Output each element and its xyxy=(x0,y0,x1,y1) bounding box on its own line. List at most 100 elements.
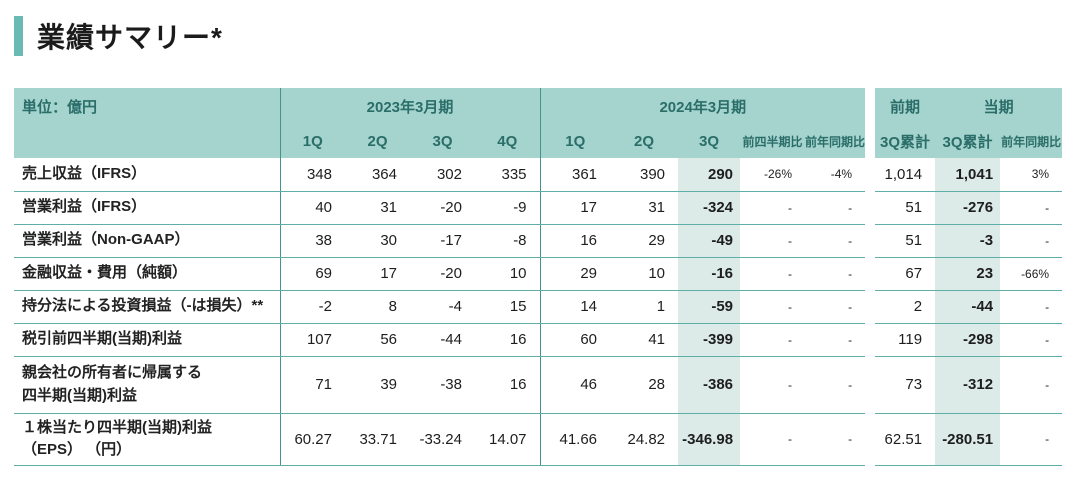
cell-value: -4% xyxy=(805,158,866,192)
col-2023-4q: 4Q xyxy=(475,124,541,158)
column-gap xyxy=(865,290,876,323)
col-qoq: 前四半期比 xyxy=(740,124,806,158)
cell-value: -44 xyxy=(410,323,475,357)
cell-value: - xyxy=(740,356,806,414)
column-gap xyxy=(865,191,876,224)
table-header: 単位：億円 2023年3月期 2024年3月期 前期 当期 1Q 2Q 3Q 4… xyxy=(14,88,1063,158)
cell-value: -4 xyxy=(410,290,475,324)
column-gap xyxy=(865,224,876,257)
col-cur-3q-total: 3Q累計 xyxy=(935,124,1001,158)
cell-value: -20 xyxy=(410,191,475,225)
cell-value: - xyxy=(1000,224,1063,258)
header-year-row: 単位：億円 2023年3月期 2024年3月期 前期 当期 xyxy=(14,88,1063,158)
header-quarter-row: 1Q 2Q 3Q 4Q 1Q 2Q 3Q 前四半期比 前年同期比 3Q累計 3Q… xyxy=(14,124,1063,158)
cell-value: 24.82 xyxy=(610,413,679,466)
cell-value: -312 xyxy=(935,356,1001,414)
cell-value: 348 xyxy=(280,158,345,192)
cell-value: 40 xyxy=(280,191,345,225)
cell-value: - xyxy=(1000,290,1063,324)
cell-value: -33.24 xyxy=(410,413,475,466)
row-label: 税引前四半期(当期)利益 xyxy=(14,323,281,357)
cell-value: 41 xyxy=(610,323,679,357)
cell-value: -324 xyxy=(678,191,741,225)
cell-value: 60.27 xyxy=(280,413,345,466)
cell-value: 1,014 xyxy=(875,158,936,192)
col-2023-1q: 1Q xyxy=(280,124,345,158)
table-row: 持分法による投資損益（-は損失）** -2 8 -4 15 14 1 -59- -2 -44- xyxy=(14,290,1063,324)
cell-value: - xyxy=(1000,323,1063,357)
cell-value: 1,041 xyxy=(935,158,1001,192)
cell-value: 41.66 xyxy=(539,413,611,466)
table-row: 親会社の所有者に帰属する 四半期(当期)利益 71 39 -38 16 46 28 -386- -… xyxy=(14,356,1063,414)
cell-value: - xyxy=(805,257,866,291)
cell-value: 69 xyxy=(280,257,345,291)
header-group-prev: 前期 xyxy=(875,88,936,124)
row-label: 営業利益（IFRS） xyxy=(14,191,281,225)
cell-value: 361 xyxy=(539,158,611,192)
cell-value: -66% xyxy=(1000,257,1063,291)
cell-value: 107 xyxy=(280,323,345,357)
cell-value: 73 xyxy=(875,356,936,414)
cell-value: 17 xyxy=(539,191,611,225)
row-label: １株当たり四半期(当期)利益 （EPS） （円） xyxy=(14,413,281,466)
row-label: 持分法による投資損益（-は損失）** xyxy=(14,290,281,324)
column-gap xyxy=(865,413,876,465)
cell-value: 67 xyxy=(875,257,936,291)
cell-value: -20 xyxy=(410,257,475,291)
cell-value: 56 xyxy=(345,323,410,357)
cell-value: - xyxy=(805,290,866,324)
cell-value: 60 xyxy=(539,323,611,357)
col-2024-1q: 1Q xyxy=(539,124,611,158)
cell-value: - xyxy=(1000,356,1063,414)
cell-value: 3% xyxy=(1000,158,1063,192)
table-row: １株当たり四半期(当期)利益 （EPS） （円） 60.27 33.71 -33.24 1… xyxy=(14,413,1063,466)
row-label: 営業利益（Non-GAAP） xyxy=(14,224,281,258)
cell-value: 71 xyxy=(280,356,345,414)
col-total-yoy: 前年同期比 xyxy=(1000,124,1063,158)
cell-value: 290 xyxy=(678,158,741,192)
cell-value: 62.51 xyxy=(875,413,936,466)
row-label: 親会社の所有者に帰属する 四半期(当期)利益 xyxy=(14,356,281,414)
row-label: 売上収益（IFRS） xyxy=(14,158,281,192)
column-gap xyxy=(865,257,876,290)
header-group-2024: 2024年3月期 xyxy=(539,88,866,124)
cell-value: - xyxy=(740,191,806,225)
cell-value: - xyxy=(1000,191,1063,225)
row-label: 金融収益・費用（純額） xyxy=(14,257,281,291)
table-row: 営業利益（IFRS） 40 31 -20 -9 17 31 -324- -51 -276- xyxy=(14,191,1063,225)
cell-value: - xyxy=(740,257,806,291)
col-2023-3q: 3Q xyxy=(410,124,475,158)
cell-value: -8 xyxy=(475,224,541,258)
page: 業績サマリー* 単位：億円 2023年3月期 2024年3月期 前期 当期 1Q… xyxy=(14,16,1063,466)
cell-value: 16 xyxy=(475,356,541,414)
cell-value: -9 xyxy=(475,191,541,225)
cell-value: 29 xyxy=(539,257,611,291)
cell-value: 29 xyxy=(610,224,679,258)
cell-value: -16 xyxy=(678,257,741,291)
cell-value: - xyxy=(805,323,866,357)
cell-value: 31 xyxy=(345,191,410,225)
cell-value: -2 xyxy=(280,290,345,324)
col-2024-3q: 3Q xyxy=(678,124,741,158)
cell-value: - xyxy=(740,224,806,258)
cell-value: - xyxy=(740,290,806,324)
cell-value: -280.51 xyxy=(935,413,1001,466)
page-title: 業績サマリー* xyxy=(37,22,223,53)
header-group-current: 当期 xyxy=(935,88,1063,124)
cell-value: 38 xyxy=(280,224,345,258)
cell-value: 16 xyxy=(539,224,611,258)
cell-value: 30 xyxy=(345,224,410,258)
header-group-2023: 2023年3月期 xyxy=(280,88,541,124)
cell-value: 335 xyxy=(475,158,541,192)
column-gap xyxy=(865,88,876,158)
title-accent-bar xyxy=(14,16,23,56)
cell-value: 10 xyxy=(610,257,679,291)
cell-value: -399 xyxy=(678,323,741,357)
cell-value: 302 xyxy=(410,158,475,192)
col-yoy: 前年同期比 xyxy=(805,124,866,158)
cell-value: 14.07 xyxy=(475,413,541,466)
cell-value: - xyxy=(805,224,866,258)
cell-value: - xyxy=(740,323,806,357)
cell-value: -26% xyxy=(740,158,806,192)
table-row: 売上収益（IFRS） 348 364 302 335 361 390 290 -26% -4% 1,… xyxy=(14,158,1063,192)
